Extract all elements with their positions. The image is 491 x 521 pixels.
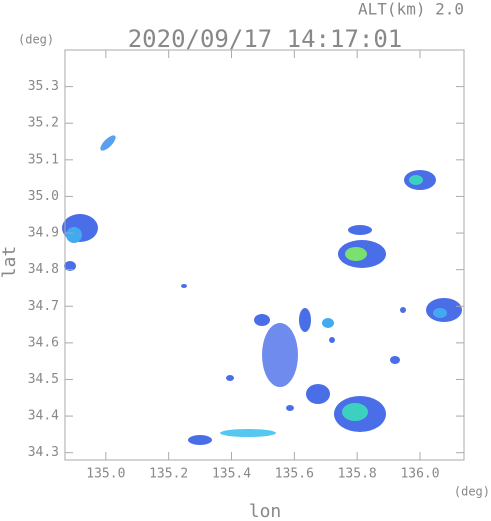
altitude-label: ALT(km) 2.0 <box>358 0 464 19</box>
x-tick-label: 135.0 <box>86 467 125 482</box>
y-tick-label: 34.7 <box>28 299 59 314</box>
y-tick-label: 34.5 <box>28 372 59 387</box>
y-tick-label: 34.8 <box>28 262 59 277</box>
chart-title: 2020/09/17 14:17:01 <box>128 25 403 53</box>
y-tick-label: 34.9 <box>28 226 59 241</box>
x-axis-label: lon <box>249 501 282 521</box>
radar-echoes <box>62 135 462 445</box>
x-tick-label: 135.6 <box>275 467 314 482</box>
y-tick-label: 34.6 <box>28 335 59 350</box>
y-tick-label: 35.2 <box>28 116 59 131</box>
y-tick-label: 35.0 <box>28 189 59 204</box>
x-tick-label: 135.2 <box>149 467 188 482</box>
y-unit: (deg) <box>18 33 54 47</box>
plot-frame <box>64 49 465 461</box>
x-unit: (deg) <box>454 485 490 499</box>
y-tick-label: 35.3 <box>28 79 59 94</box>
y-tick-label: 34.4 <box>28 409 59 424</box>
x-tick-label: 135.4 <box>212 467 251 482</box>
y-axis-label: lat <box>0 246 20 279</box>
y-tick-label: 35.1 <box>28 152 59 167</box>
x-tick-label: 136.0 <box>400 467 439 482</box>
y-tick-label: 34.3 <box>28 445 59 460</box>
x-tick-label: 135.8 <box>338 467 377 482</box>
